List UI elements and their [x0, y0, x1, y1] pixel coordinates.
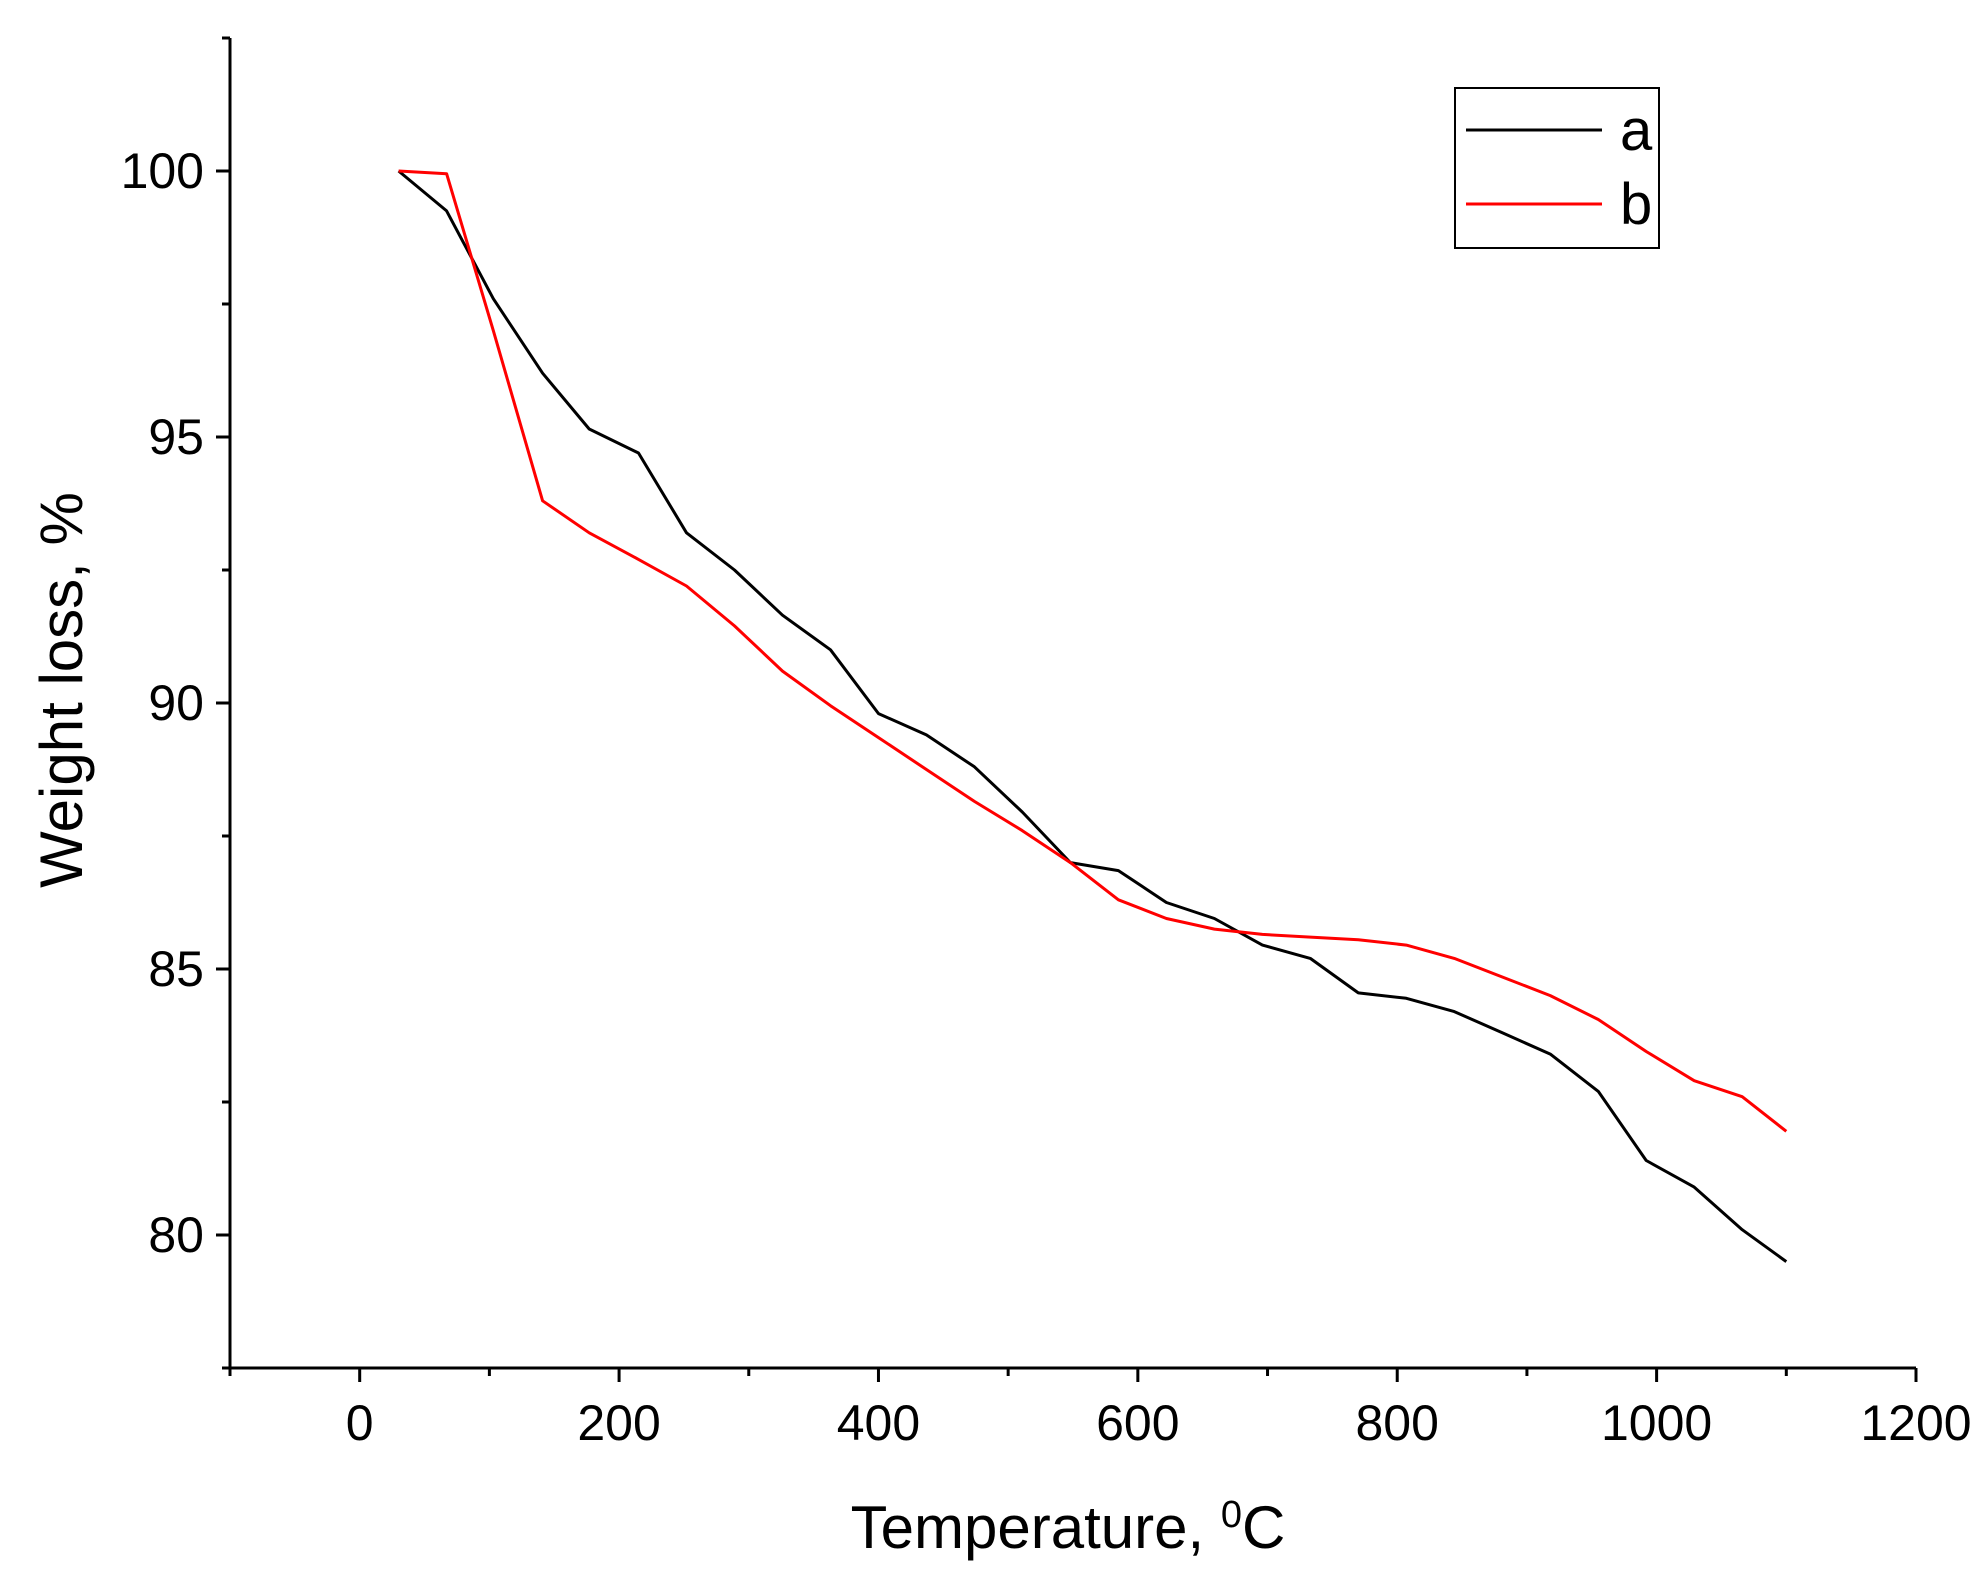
legend: a b — [1454, 87, 1660, 249]
x-tick-label: 200 — [577, 1395, 660, 1451]
x-tick-label: 600 — [1096, 1395, 1179, 1451]
y-tick-label: 80 — [148, 1207, 204, 1263]
series-line-b — [398, 169, 1788, 1133]
legend-label-a: a — [1620, 98, 1653, 163]
y-axis-title: Weight loss, % — [28, 492, 95, 888]
x-tick-label: 1000 — [1601, 1395, 1712, 1451]
tick-labels: 0 200 400 600 800 1000 1200 80 85 90 95 100 — [121, 143, 1972, 1451]
series-line-a — [397, 169, 1788, 1263]
legend-box — [1454, 87, 1660, 249]
y-tick-label: 100 — [121, 143, 204, 199]
x-tick-label: 1200 — [1860, 1395, 1971, 1451]
x-tick-label: 800 — [1356, 1395, 1439, 1451]
y-tick-label: 85 — [148, 941, 204, 997]
y-tick-label: 95 — [148, 409, 204, 465]
x-axis-title-text: Temperature, — [851, 1494, 1221, 1561]
series-lines — [397, 169, 1788, 1263]
x-axis-title-unit-sup: 0 — [1221, 1494, 1242, 1536]
x-tick-label: 0 — [346, 1395, 374, 1451]
y-tick-label: 90 — [148, 675, 204, 731]
x-axis-title: Temperature, 0C — [851, 1494, 1286, 1561]
x-axis-title-unit: C — [1242, 1494, 1285, 1561]
x-tick-label: 400 — [837, 1395, 920, 1451]
legend-label-b: b — [1620, 172, 1652, 237]
ticks — [216, 36, 1918, 1382]
